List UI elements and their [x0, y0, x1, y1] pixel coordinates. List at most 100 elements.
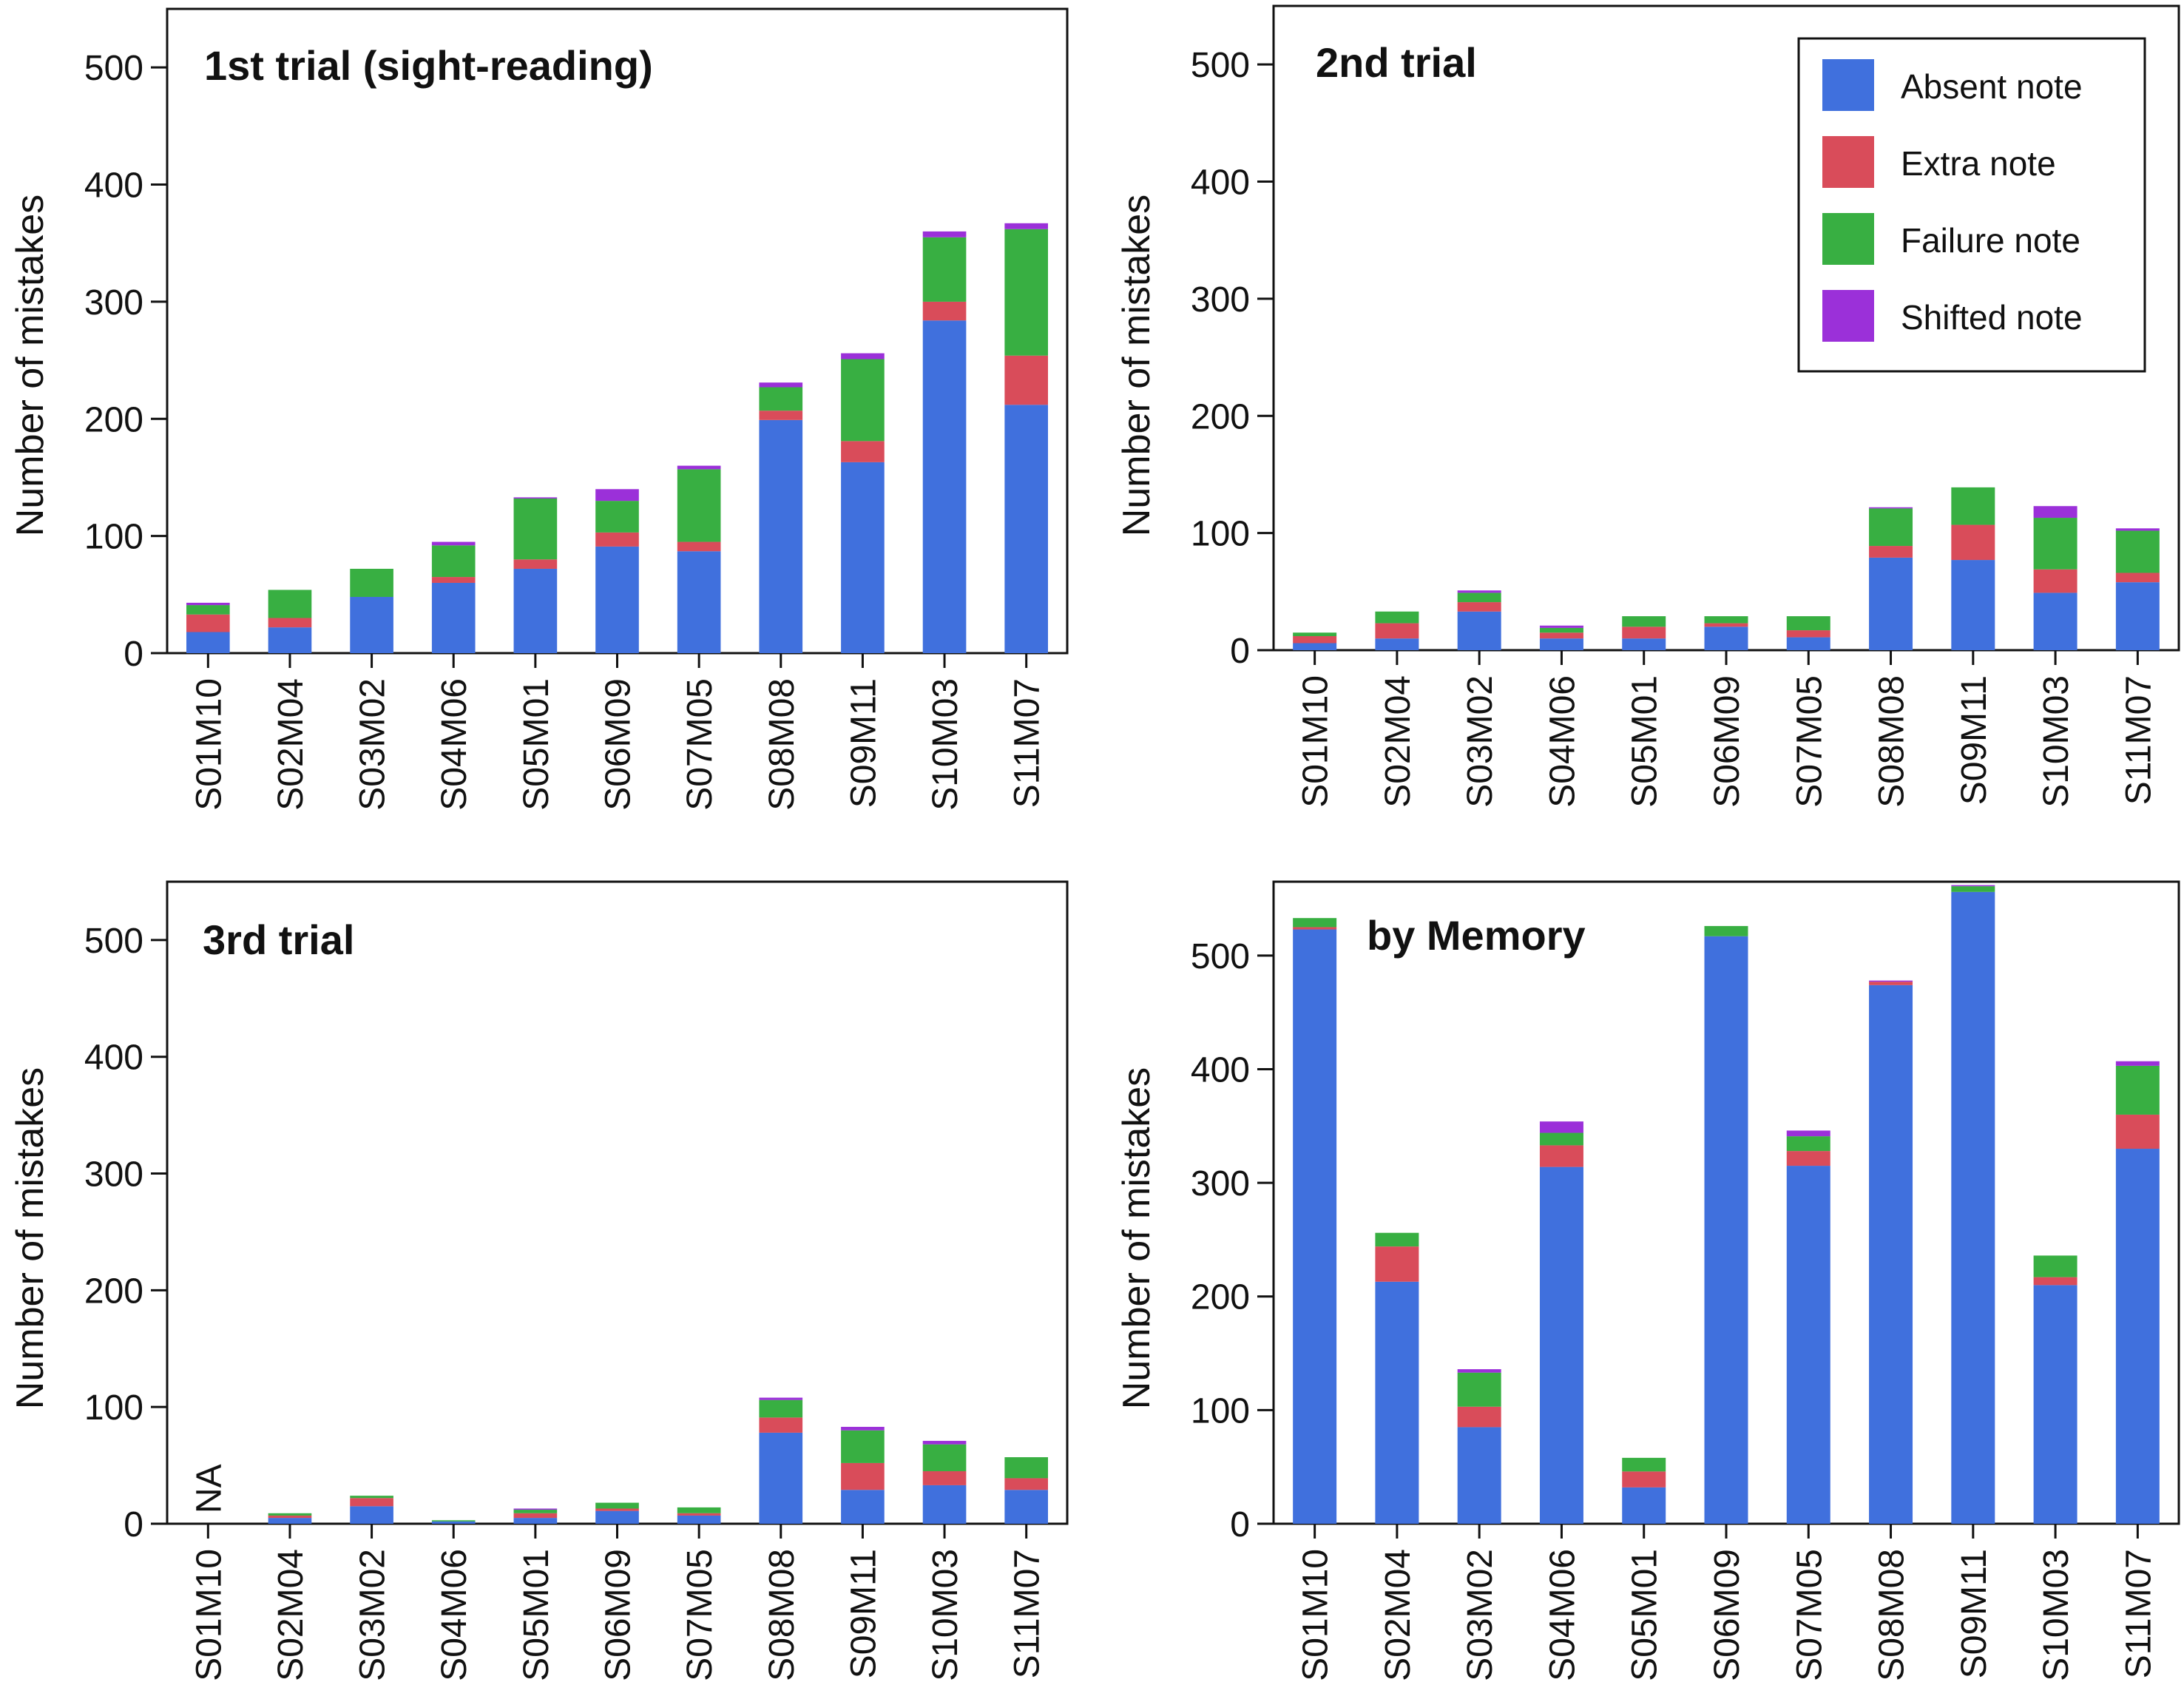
- bar-s04m06-absent-note: [1539, 1166, 1583, 1524]
- panel-1st-trial: 1st trial (sight-reading) Number of mist…: [9, 7, 1069, 811]
- y-tick-label: 300: [1191, 1164, 1250, 1203]
- y-tick-label: 100: [1191, 1391, 1250, 1431]
- legend-label-shifted-note: Shifted note: [1901, 298, 2083, 337]
- bar-s02m04-failure-note: [268, 590, 312, 618]
- x-tick-label: S08M08: [763, 678, 802, 811]
- bar-s11m07-failure-note: [1004, 1457, 1049, 1479]
- x-tick-label: S05M01: [1626, 675, 1665, 808]
- bar-s02m04-absent-note: [1375, 1281, 1419, 1524]
- x-tick-label: S07M05: [680, 678, 720, 811]
- bar-s09m11-shifted-note: [1951, 885, 1995, 887]
- y-tick-label: 500: [1191, 937, 1250, 976]
- bar-s10m03-shifted-note: [922, 231, 967, 237]
- bar-s11m07-shifted-note: [2115, 1061, 2160, 1066]
- bar-s09m11-absent-note: [1951, 891, 1995, 1524]
- bar-s11m07-absent-note: [2115, 1149, 2160, 1524]
- y-tick-label: 300: [84, 1155, 143, 1195]
- x-tick-label: S09M11: [844, 678, 883, 808]
- x-tick-label: S11M07: [2119, 1549, 2158, 1678]
- bar-s09m11-extra-note: [841, 1462, 885, 1490]
- annotation-na: NA: [189, 1464, 229, 1513]
- y-tick-label: 500: [84, 922, 143, 961]
- bar-s08m08-shifted-note: [759, 382, 803, 388]
- bar-s05m01-extra-note: [513, 559, 558, 569]
- bar-s06m09-failure-note: [1704, 925, 1748, 936]
- bar-s07m05-extra-note: [677, 1513, 721, 1516]
- panel-3rd-trial: 3rd trial Number of mistakes 0 100 200 300 4…: [9, 880, 1069, 1681]
- legend-swatch-shifted-note: [1822, 290, 1874, 342]
- panel-2nd-trial: 2nd trial Number of mistakes 0 100 200 300 4…: [1115, 4, 2180, 808]
- bar-s03m02-absent-note: [350, 596, 393, 653]
- legend: Absent note Extra note Failure note Shif…: [1797, 37, 2146, 373]
- legend-swatch-absent-note: [1822, 59, 1874, 111]
- bar-s08m08-absent-note: [1869, 557, 1913, 650]
- bar-s05m01-shifted-note: [513, 1508, 558, 1510]
- bar-s11m07-extra-note: [1004, 355, 1049, 405]
- x-tick-label: S01M10: [189, 1549, 229, 1681]
- bar-s11m07-absent-note: [2115, 582, 2160, 650]
- bar-s09m11-shifted-note: [841, 1427, 885, 1431]
- x-tick-label: S03M02: [354, 1549, 393, 1681]
- bar-s03m02-failure-note: [1457, 1372, 1501, 1407]
- bar-s01m10-absent-note: [1293, 643, 1337, 650]
- bar-s08m08-failure-note: [1869, 508, 1913, 547]
- bar-s08m08-extra-note: [1869, 546, 1913, 558]
- legend-label-failure-note: Failure note: [1901, 221, 2080, 260]
- y-tick-label: 300: [1191, 280, 1250, 320]
- bar-s09m11-failure-note: [1951, 487, 1995, 525]
- bar-s07m05-extra-note: [1786, 1151, 1830, 1166]
- bar-s11m07-absent-note: [1004, 405, 1049, 653]
- bar-s11m07-absent-note: [1004, 1490, 1049, 1524]
- bar-s04m06-absent-note: [1539, 638, 1583, 650]
- panel-title: 3rd trial: [203, 916, 354, 963]
- plot-frame: [166, 880, 1069, 1525]
- bar-s05m01-extra-note: [1622, 627, 1666, 639]
- x-tick-label: S02M04: [1379, 1549, 1418, 1681]
- bar-s03m02-shifted-note: [1457, 590, 1501, 593]
- bar-s01m10-extra-note: [1293, 635, 1337, 644]
- bar-s02m04-absent-note: [268, 1518, 312, 1524]
- bar-s07m05-extra-note: [1786, 630, 1830, 638]
- bar-s11m07-failure-note: [2115, 1065, 2160, 1115]
- bar-s08m08-extra-note: [759, 1417, 803, 1433]
- x-tick-label: S04M06: [435, 678, 474, 811]
- x-tick-label: S09M11: [1955, 675, 1994, 805]
- bar-s03m02-extra-note: [1457, 1406, 1501, 1428]
- x-tick-label: S11M07: [1008, 1549, 1047, 1678]
- bar-s05m01-shifted-note: [513, 497, 558, 499]
- bar-s10m03-failure-note: [2033, 518, 2077, 570]
- bar-s07m05-absent-note: [677, 1515, 721, 1524]
- bar-s09m11-extra-note: [841, 441, 885, 462]
- bar-s11m07-shifted-note: [2115, 528, 2160, 531]
- y-tick-label: 100: [1191, 515, 1250, 554]
- x-tick-label: S01M10: [189, 678, 229, 811]
- bar-s02m04-failure-note: [1375, 611, 1419, 624]
- bar-s08m08-failure-note: [759, 1399, 803, 1418]
- bar-s08m08-absent-note: [759, 419, 803, 653]
- bar-s08m08-absent-note: [1869, 985, 1913, 1524]
- bar-s06m09-absent-note: [595, 1510, 639, 1524]
- bar-s05m01-extra-note: [1622, 1471, 1666, 1487]
- bar-s03m02-extra-note: [1457, 602, 1501, 612]
- bar-s06m09-extra-note: [595, 1508, 639, 1511]
- x-tick-label: S01M10: [1296, 675, 1336, 808]
- y-tick-label: 200: [84, 400, 143, 439]
- x-tick-label: S08M08: [1873, 1549, 1912, 1681]
- y-axis-label: Number of mistakes: [1115, 195, 1158, 536]
- y-tick-label: 500: [84, 49, 143, 88]
- bar-s10m03-absent-note: [922, 320, 967, 653]
- y-tick-label: 400: [1191, 1050, 1250, 1090]
- x-tick-label: S02M04: [271, 1549, 311, 1681]
- bar-s01m10-failure-note: [186, 605, 230, 615]
- y-tick-label: 0: [124, 635, 143, 674]
- bar-s07m05-shifted-note: [1786, 1130, 1830, 1137]
- y-axis-ticks: 0 100 200 300 400 500: [1191, 46, 1274, 671]
- x-tick-label: S01M10: [1296, 1549, 1336, 1681]
- bar-s04m06-shifted-note: [431, 541, 476, 546]
- x-tick-label: S08M08: [1873, 675, 1912, 808]
- bar-s04m06-extra-note: [1539, 1145, 1583, 1167]
- bar-s06m09-absent-note: [1704, 627, 1748, 650]
- x-tick-label: S10M03: [926, 678, 965, 811]
